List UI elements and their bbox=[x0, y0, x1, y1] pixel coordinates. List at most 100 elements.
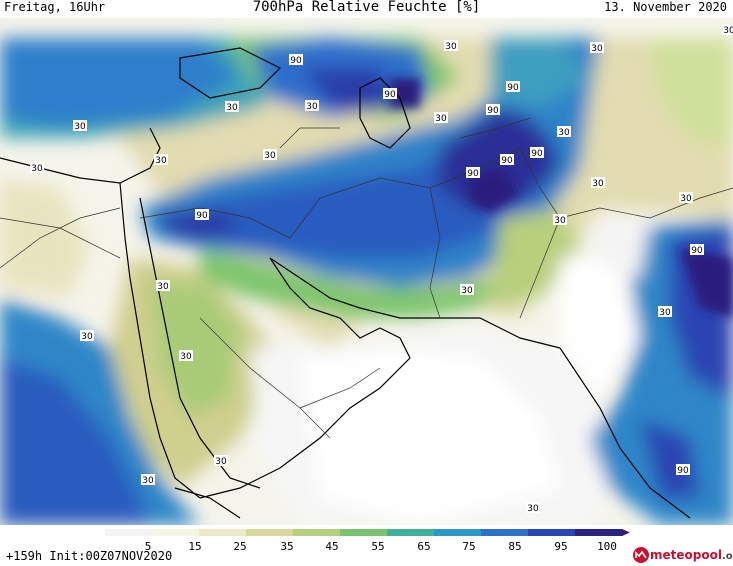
colorbar-tick-label: 15 bbox=[188, 540, 201, 553]
coastlines bbox=[0, 47, 691, 519]
colorbar-segment bbox=[340, 529, 388, 536]
colorbar-segment bbox=[387, 529, 435, 536]
colorbar-tick-label: 35 bbox=[280, 540, 293, 553]
contour-label: 90 bbox=[467, 169, 479, 179]
contour-label-bg bbox=[676, 464, 690, 475]
colorbar-segment bbox=[481, 529, 529, 536]
chart-title: 700hPa Relative Feuchte [%] bbox=[252, 0, 481, 15]
humidity-map: 90 90 90 90 90 90 90 90 90 90 30 30 30 30 30 30 30 30 30 30… bbox=[0, 18, 733, 525]
colorbar-segment bbox=[293, 529, 341, 536]
colorbar-segment bbox=[152, 529, 200, 536]
contour-label-bg bbox=[590, 42, 604, 53]
contour-label-bg bbox=[553, 214, 567, 225]
colorbar-tick-label: 65 bbox=[417, 540, 430, 553]
contour-label-bg bbox=[73, 120, 87, 131]
contour-label: 90 bbox=[196, 211, 208, 221]
colorbar-segment bbox=[528, 529, 576, 536]
contour-label-bg bbox=[214, 455, 228, 466]
contour-label: 30 bbox=[435, 114, 447, 124]
contour-label: 30 bbox=[264, 151, 276, 161]
contour-label: 30 bbox=[527, 504, 539, 514]
contour-label-bg bbox=[530, 147, 544, 158]
colorbar: 5 15 25 35 45 55 65 75 85 95 100 bbox=[105, 529, 630, 553]
logo-text: meteopool bbox=[650, 548, 722, 562]
contour-label-bg bbox=[690, 244, 704, 255]
country-borders bbox=[0, 117, 733, 439]
humidity-field bbox=[0, 18, 733, 525]
contour-label: 30 bbox=[445, 42, 457, 52]
contour-label: 30 bbox=[592, 179, 604, 189]
contour-label-bg bbox=[506, 81, 520, 92]
contour-label-bg bbox=[263, 149, 277, 160]
contour-label-bg bbox=[500, 154, 514, 165]
contour-label-bg bbox=[444, 40, 458, 51]
contour-label-bg bbox=[434, 112, 448, 123]
contour-label: 30 bbox=[215, 457, 227, 467]
contour-label-bg bbox=[722, 24, 733, 35]
contour-label: 30 bbox=[226, 103, 238, 113]
date-label: 13. November 2020 bbox=[604, 0, 727, 14]
colorbar-arrow bbox=[622, 529, 630, 536]
contour-label: 30 bbox=[723, 26, 733, 36]
meteopool-logo: meteopool.org bbox=[632, 546, 733, 564]
valid-time-label: Freitag, 16Uhr bbox=[4, 0, 106, 14]
contour-label: 90 bbox=[507, 83, 519, 93]
contour-label: 30 bbox=[558, 128, 570, 138]
contour-label: 30 bbox=[180, 352, 192, 362]
contour-label-bg bbox=[289, 54, 303, 65]
contour-label: 30 bbox=[591, 44, 603, 54]
contour-label: 90 bbox=[531, 149, 543, 159]
contour-label-bg bbox=[141, 474, 155, 485]
contour-label-bg bbox=[195, 209, 209, 220]
contour-label: 30 bbox=[306, 102, 318, 112]
colorbar-segment bbox=[105, 529, 153, 536]
colorbar-tick-label: 100 bbox=[597, 540, 617, 553]
contour-label-bg bbox=[154, 154, 168, 165]
colorbar-segment bbox=[434, 529, 482, 536]
contour-label-bg bbox=[156, 280, 170, 291]
contour-label-bg bbox=[30, 162, 44, 173]
contour-label: 30 bbox=[680, 194, 692, 204]
contour-label: 30 bbox=[461, 286, 473, 296]
contour-label: 30 bbox=[81, 332, 93, 342]
contour-label-bg bbox=[466, 167, 480, 178]
colorbar-tick-label: 95 bbox=[554, 540, 567, 553]
contour-label-bg bbox=[486, 104, 500, 115]
contour-label: 90 bbox=[501, 156, 513, 166]
map-footer: 5 15 25 35 45 55 65 75 85 95 100 +159h Init:00Z07N… bbox=[0, 525, 733, 566]
colorbar-tick-label: 85 bbox=[508, 540, 521, 553]
colorbar-tick-label: 75 bbox=[462, 540, 475, 553]
contour-label: 30 bbox=[31, 164, 43, 174]
colorbar-tick-label: 5 bbox=[145, 540, 152, 553]
contour-label-bg bbox=[460, 284, 474, 295]
contour-label: 90 bbox=[691, 246, 703, 256]
colorbar-tick-label: 25 bbox=[233, 540, 246, 553]
contour-label: 90 bbox=[487, 106, 499, 116]
colorbar-tick-label: 55 bbox=[371, 540, 384, 553]
contour-label-bg bbox=[383, 88, 397, 99]
logo-suffix: .org bbox=[721, 551, 733, 562]
contour-label: 30 bbox=[155, 156, 167, 166]
contour-label-bg bbox=[658, 306, 672, 317]
contour-label: 30 bbox=[554, 216, 566, 226]
contour-label-bg bbox=[225, 101, 239, 112]
contour-label-bg bbox=[679, 192, 693, 203]
contour-label-bg bbox=[80, 330, 94, 341]
contour-labels: 90 90 90 90 90 90 90 90 90 90 30 30 30 30 30 30 30 30 30 30… bbox=[30, 24, 733, 514]
contour-label: 30 bbox=[142, 476, 154, 486]
colorbar-segment bbox=[246, 529, 294, 536]
contour-label: 30 bbox=[659, 308, 671, 318]
chart-header: Freitag, 16Uhr 700hPa Relative Feuchte [… bbox=[0, 0, 733, 18]
colorbar-segment bbox=[199, 529, 247, 536]
logo-icon bbox=[633, 547, 649, 563]
contour-label-bg bbox=[526, 502, 540, 513]
contour-label: 90 bbox=[677, 466, 689, 476]
contour-label-bg bbox=[557, 126, 571, 137]
contour-label-bg bbox=[591, 177, 605, 188]
colorbar-tick-label: 45 bbox=[325, 540, 338, 553]
contour-label: 30 bbox=[157, 282, 169, 292]
colorbar-segment bbox=[575, 529, 623, 536]
contour-label: 30 bbox=[74, 122, 86, 132]
contour-label-bg bbox=[305, 100, 319, 111]
contour-label: 90 bbox=[290, 56, 302, 66]
